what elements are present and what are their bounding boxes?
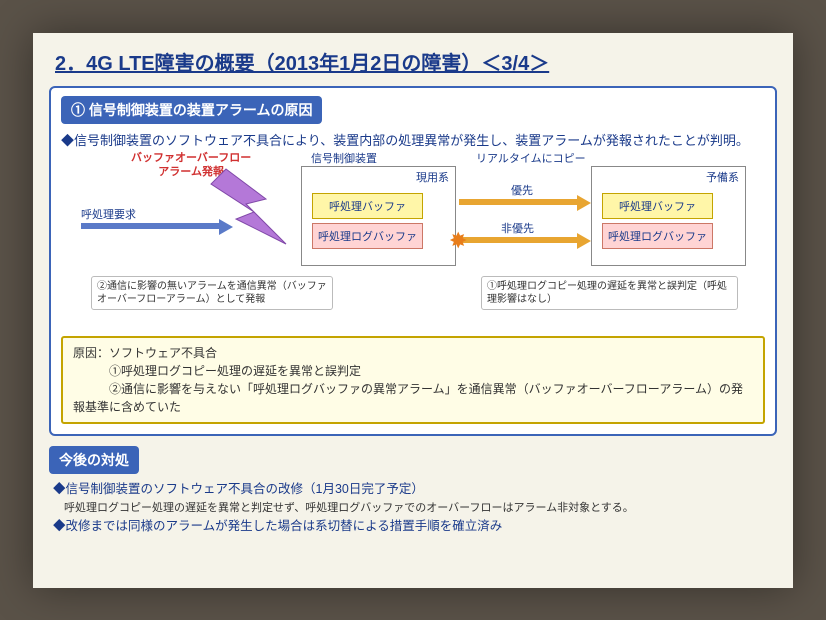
active-log-buffer: 呼処理ログバッファ <box>312 223 423 249</box>
section2-header: 今後の対処 <box>49 446 139 474</box>
standby-call-buffer: 呼処理バッファ <box>602 193 713 219</box>
future-line1: ◆信号制御装置のソフトウェア不具合の改修（1月30日完了予定） <box>53 480 773 499</box>
future-actions: ◆信号制御装置のソフトウェア不具合の改修（1月30日完了予定） 呼処理ログコピー… <box>49 480 777 536</box>
diagram: バッファオーバーフロー アラーム発報 呼処理要求 信号制御装置 現用系 呼処理バ… <box>61 156 765 336</box>
active-group: 現用系 呼処理バッファ 呼処理ログバッファ <box>301 166 456 266</box>
note-right: ①呼処理ログコピー処理の遅延を異常と誤判定（呼処理影響はなし） <box>481 276 738 310</box>
cause-line1: ①呼処理ログコピー処理の遅延を異常と誤判定 <box>109 364 361 378</box>
standby-group: 予備系 呼処理バッファ 呼処理ログバッファ <box>591 166 746 266</box>
burst-icon: ✸ <box>449 228 467 254</box>
copy-label: リアルタイムにコピー <box>476 150 586 166</box>
bolt-icon <box>206 164 296 254</box>
prio-label: 優先 <box>511 182 533 198</box>
active-label: 現用系 <box>416 169 449 185</box>
section1-header: ① 信号制御装置の装置アラームの原因 <box>61 96 322 124</box>
slide-title: 2．4G LTE障害の概要（2013年1月2日の障害）＜3/4＞ <box>55 47 777 76</box>
device-label: 信号制御装置 <box>311 150 377 166</box>
future-line1-sub: 呼処理ログコピー処理の遅延を異常と判定せず、呼処理ログバッファでのオーバーフロー… <box>64 500 773 517</box>
cause-summary: 原因：ソフトウェア不具合 ①呼処理ログコピー処理の遅延を異常と誤判定 ②通信に影… <box>61 336 765 424</box>
active-call-buffer: 呼処理バッファ <box>312 193 423 219</box>
section-cause-box: ① 信号制御装置の装置アラームの原因 ◆信号制御装置のソフトウェア不具合により、… <box>49 86 777 437</box>
note-left: ②通信に影響の無いアラームを通信異常（バッファオーバーフローアラーム）として発報 <box>91 276 333 310</box>
nonprio-label: 非優先 <box>501 220 534 236</box>
section1-lead: ◆信号制御装置のソフトウェア不具合により、装置内部の処理異常が発生し、装置アラー… <box>61 132 765 151</box>
future-line2: ◆改修までは同様のアラームが発生した場合は系切替による措置手順を確立済み <box>53 517 773 536</box>
cause-head: 原因：ソフトウェア不具合 <box>73 346 217 360</box>
request-label: 呼処理要求 <box>81 206 136 222</box>
standby-label: 予備系 <box>706 169 739 185</box>
cause-line2: ②通信に影響を与えない「呼処理ログバッファの異常アラーム」を通信異常（バッファオ… <box>73 382 743 414</box>
standby-log-buffer: 呼処理ログバッファ <box>602 223 713 249</box>
slide: 2．4G LTE障害の概要（2013年1月2日の障害）＜3/4＞ ① 信号制御装… <box>33 33 793 588</box>
